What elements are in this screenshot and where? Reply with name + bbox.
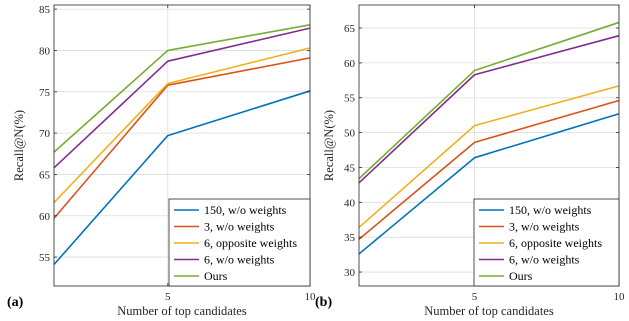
y-tick-label: 70	[39, 128, 51, 140]
panel-label: (a)	[7, 295, 24, 310]
y-tick-label: 75	[39, 87, 51, 99]
series-line-4	[53, 24, 311, 153]
y-axis-label: Recall@N(%)	[12, 110, 26, 181]
y-axis-label: Recall@N(%)	[322, 110, 336, 181]
legend-label-2: 6, opposite weights	[509, 236, 602, 250]
y-tick-label: 55	[344, 93, 356, 105]
legend-label-3: 6, w/o weights	[509, 253, 580, 267]
series-line-3	[358, 34, 620, 184]
legend-label-1: 3, w/o weights	[509, 220, 580, 234]
legend-label-0: 150, w/o weights	[509, 203, 592, 217]
series-line-2	[358, 85, 620, 229]
legend: 150, w/o weights 3, w/o weights 6, opposit…	[473, 198, 620, 287]
y-tick-label: 60	[344, 58, 356, 70]
series-line-1	[358, 99, 620, 240]
chart-panel-a: 55 60 65 70 75 80 85 5 10 Number of top candidate…	[7, 4, 316, 318]
series-line-1	[53, 57, 311, 219]
y-tick-label: 35	[344, 232, 356, 244]
legend-label-2: 6, opposite weights	[204, 236, 297, 250]
y-tick-label: 40	[344, 197, 356, 209]
x-tick-label: 10	[305, 291, 317, 303]
x-tick-label: 5	[472, 291, 478, 303]
y-tick-label: 45	[344, 162, 356, 174]
y-tick-label: 60	[39, 211, 51, 223]
x-tick-label: 5	[165, 291, 171, 303]
series-line-4	[358, 21, 620, 180]
legend-label-3: 6, w/o weights	[204, 253, 275, 267]
legend-label-1: 3, w/o weights	[204, 220, 275, 234]
y-tick-label: 30	[344, 267, 356, 279]
legend: 150, w/o weights 3, w/o weights 6, opposit…	[168, 198, 311, 287]
series-line-2	[53, 47, 311, 204]
legend-label-0: 150, w/o weights	[204, 203, 287, 217]
series-line-3	[53, 27, 311, 169]
y-tick-label: 80	[39, 45, 51, 57]
y-tick-label: 55	[39, 252, 51, 264]
series-line-0	[358, 113, 620, 255]
y-tick-label: 85	[39, 4, 51, 16]
legend-label-4: Ours	[204, 269, 228, 283]
legend-label-4: Ours	[509, 269, 533, 283]
chart-panel-b: 30 35 40 45 50 55 60 65 5 10 Number of top candida…	[315, 4, 626, 318]
x-axis-label: Number of top candidates	[424, 304, 554, 318]
y-tick-label: 65	[344, 23, 356, 35]
x-axis-label: Number of top candidates	[117, 304, 247, 318]
y-tick-label: 50	[344, 128, 356, 140]
y-tick-label: 65	[39, 169, 51, 181]
panel-label: (b)	[315, 295, 332, 310]
x-tick-label: 10	[614, 291, 626, 303]
series-line-0	[53, 90, 311, 266]
